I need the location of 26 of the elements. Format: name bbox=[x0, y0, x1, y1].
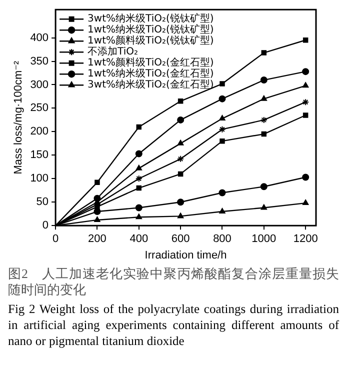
y-tick-label: 150 bbox=[30, 149, 49, 162]
x-tick-label: 1000 bbox=[252, 233, 276, 246]
y-tick-label: 300 bbox=[30, 78, 49, 91]
y-tick-label: 100 bbox=[30, 172, 49, 185]
legend-label: 1wt%纳米级TiO₂(锐钛矿型) bbox=[88, 24, 214, 36]
y-tick-label: 250 bbox=[30, 102, 49, 114]
legend-label: 3wt%纳米级TiO₂(锐钛矿型) bbox=[88, 12, 214, 25]
x-tick-label: 200 bbox=[88, 233, 106, 246]
y-tick-label: 400 bbox=[30, 32, 49, 44]
x-tick-label: 600 bbox=[171, 233, 190, 246]
y-tick-label: 50 bbox=[36, 196, 49, 208]
x-tick-label: 400 bbox=[130, 233, 148, 246]
legend-label: 1wt%纳米级TiO₂(金红石型) bbox=[88, 68, 214, 80]
legend-label: 不添加TiO₂ bbox=[88, 46, 138, 58]
y-axis-title: Mass loss/mg·100cm⁻² bbox=[12, 60, 25, 174]
y-tick-label: 350 bbox=[30, 55, 49, 68]
legend-label: 1wt%颜料级TiO₂(锐钛矿型) bbox=[88, 34, 214, 47]
y-tick-label: 200 bbox=[30, 126, 49, 138]
caption: 图2 人工加速老化实验中聚丙烯酸酯复合涂层重量损失随时间的变化 bbox=[8, 266, 339, 298]
x-tick-label: 800 bbox=[213, 233, 232, 246]
caption: Fig 2 Weight loss of the polyacrylate coatings during irradiation in artificial aging experiments containing different amounts of nano or pigmental titanium dioxide bbox=[8, 301, 339, 349]
x-tick-label: 0 bbox=[52, 233, 59, 246]
x-tick-label: 1200 bbox=[293, 233, 318, 246]
x-axis-title: Irradiation time/h bbox=[144, 249, 227, 262]
legend-label: 1wt%颜料级TiO₂(金红石型) bbox=[88, 56, 214, 69]
y-tick-label: 0 bbox=[42, 220, 49, 232]
